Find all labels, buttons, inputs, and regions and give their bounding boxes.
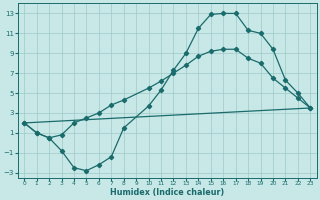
X-axis label: Humidex (Indice chaleur): Humidex (Indice chaleur) bbox=[110, 188, 224, 197]
